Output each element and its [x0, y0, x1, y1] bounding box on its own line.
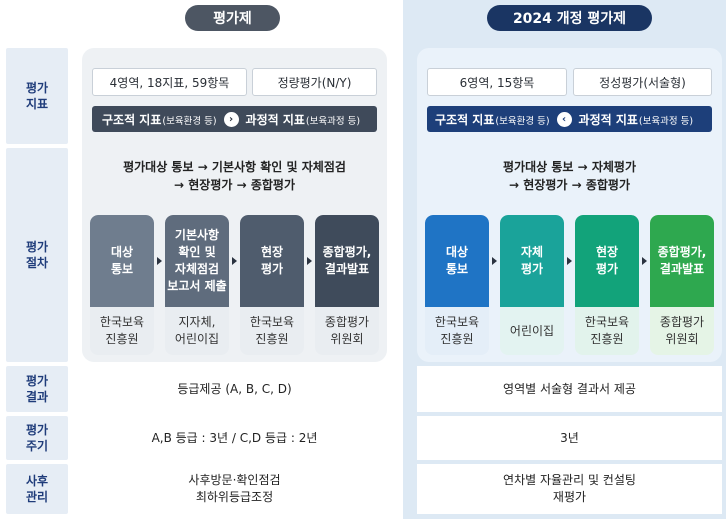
arrow-right-icon [492, 257, 497, 265]
new-indicator-count: 6영역, 15항목 [427, 68, 567, 96]
old-cycle: A,B 등급 : 3년 / C,D 등급 : 2년 [82, 416, 387, 460]
new-step-1-label: 대상 통보 [425, 215, 489, 307]
new-followup: 연차별 자율관리 및 컨설팅 재평가 [417, 464, 722, 514]
row-label-followup: 사후 관리 [6, 464, 68, 514]
arrow-right-icon [567, 257, 572, 265]
row-label-procedure: 평가 절차 [6, 148, 68, 362]
arrow-right-icon [642, 257, 647, 265]
old-process-indicator: 과정적 지표 (보육과정 등) [245, 112, 361, 127]
old-indicator-count: 4영역, 18지표, 59항목 [92, 68, 247, 96]
row-label-cycle: 평가 주기 [6, 416, 68, 460]
old-step-2-label: 기본사항 확인 및 자체점검 보고서 제출 [165, 215, 229, 307]
header-new-system: 2024 개정 평가제 [487, 5, 652, 31]
new-step-2-label: 자체 평가 [500, 215, 564, 307]
new-step-4-label: 종합평가, 결과발표 [650, 215, 714, 307]
old-structural-indicator: 구조적 지표 (보육환경 등) [102, 112, 217, 127]
new-result: 영역별 서술형 결과서 제공 [417, 366, 722, 412]
old-step-2-owner: 지자체, 어린이집 [174, 315, 220, 346]
arrow-right-icon [232, 257, 237, 265]
new-indicator-bar: 구조적 지표 (보육환경 등) ‹ 과정적 지표 (보육과정 등) [427, 106, 712, 132]
new-step-1-owner: 한국보육 진흥원 [434, 315, 480, 346]
row-label-result: 평가 결과 [6, 366, 68, 412]
arrow-right-icon [307, 257, 312, 265]
old-step-4-label: 종합평가, 결과발표 [315, 215, 379, 307]
new-cycle: 3년 [417, 416, 722, 460]
old-step-1-label: 대상 통보 [90, 215, 154, 307]
header-old-system: 평가제 [185, 5, 280, 31]
chevron-left-icon: ‹ [556, 111, 572, 127]
new-step-4-owner: 종합평가 위원회 [659, 315, 705, 346]
old-step-3-label: 현장 평가 [240, 215, 304, 307]
old-evaluation-type: 정량평가(N/Y) [252, 68, 377, 96]
arrow-right-icon [157, 257, 162, 265]
old-card-divider [82, 141, 387, 142]
old-indicator-bar: 구조적 지표 (보육환경 등) › 과정적 지표 (보육과정 등) [92, 106, 377, 132]
old-step-4-owner: 종합평가 위원회 [324, 315, 370, 346]
old-procedure-summary: 평가대상 통보 → 기본사항 확인 및 자체점검 → 현장평가 → 종합평가 [123, 160, 346, 192]
row-label-indicator: 평가 지표 [6, 48, 68, 144]
new-step-3-label: 현장 평가 [575, 215, 639, 307]
old-step-1-owner: 한국보육 진흥원 [99, 315, 145, 346]
new-evaluation-type: 정성평가(서술형) [573, 68, 712, 96]
old-step-3-owner: 한국보육 진흥원 [249, 315, 295, 346]
chevron-right-icon: › [223, 111, 239, 127]
new-step-2-owner: 어린이집 [509, 323, 555, 338]
new-structural-indicator: 구조적 지표 (보육환경 등) [435, 112, 550, 127]
new-procedure-summary: 평가대상 통보 → 자체평가 → 현장평가 → 종합평가 [503, 160, 636, 192]
old-result: 등급제공 (A, B, C, D) [82, 366, 387, 412]
new-process-indicator: 과정적 지표 (보육과정 등) [578, 112, 694, 127]
old-followup: 사후방문·확인점검 최하위등급조정 [82, 464, 387, 514]
new-step-3-owner: 한국보육 진흥원 [584, 315, 630, 346]
